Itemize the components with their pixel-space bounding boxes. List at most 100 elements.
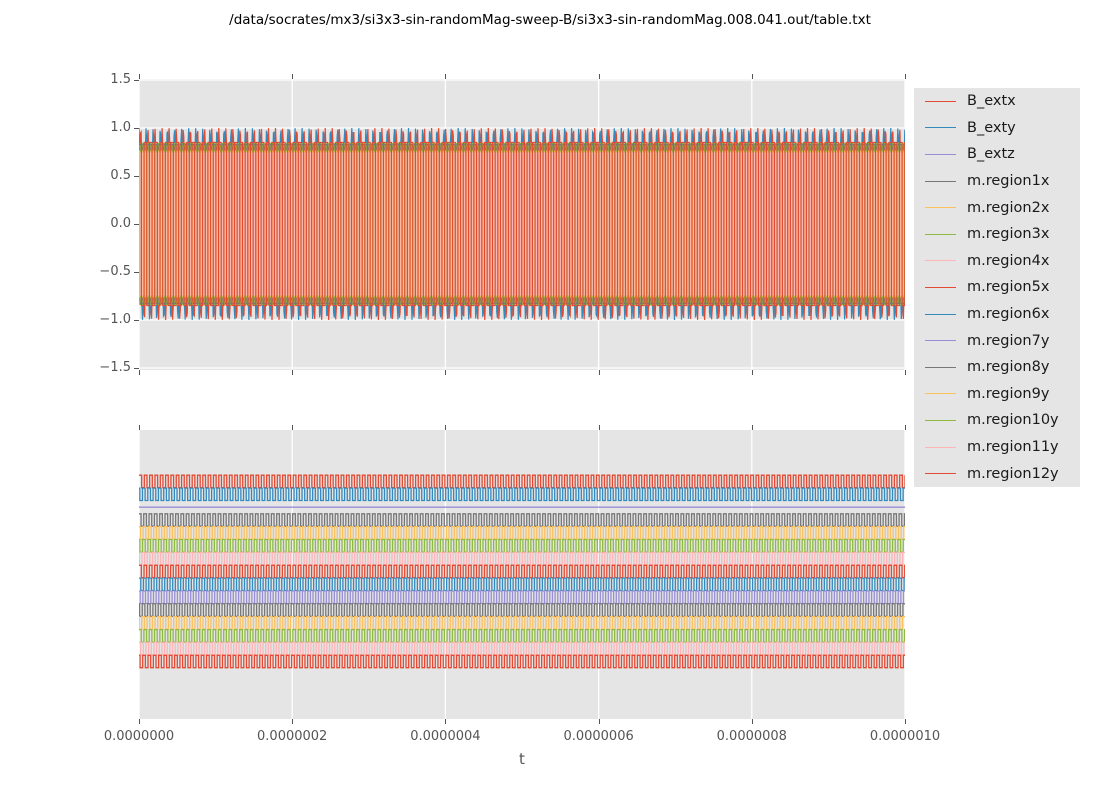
tick-mark: [752, 719, 753, 724]
legend-line-sample: [925, 127, 956, 129]
legend-line-sample: [925, 393, 956, 395]
legend-item-label: m.region11y: [967, 439, 1059, 456]
legend-item: m.region6x: [914, 301, 1080, 328]
tick-mark: [139, 74, 140, 79]
series-m.region7y: [139, 590, 905, 605]
legend-line-sample: [925, 419, 956, 421]
legend-line-sample: [925, 366, 956, 368]
legend-item-label: m.region2x: [967, 199, 1050, 216]
legend-item: m.region1x: [914, 168, 1080, 195]
bottom-axes-canvas: [139, 430, 905, 719]
legend-item-label: m.region3x: [967, 226, 1050, 243]
tick-mark: [139, 425, 140, 430]
series-m.region9y: [139, 616, 905, 630]
series-m.region2x: [139, 526, 905, 540]
tick-mark: [292, 74, 293, 79]
legend-line-sample: [925, 207, 956, 209]
top-axes-canvas: [139, 79, 905, 370]
series-m.region1x: [139, 513, 905, 527]
legend-item-label: B_exty: [967, 119, 1016, 136]
tick-mark: [134, 80, 139, 81]
legend: B_extx B_exty B_extz m.region1x m.region2x m.…: [914, 88, 1080, 487]
tick-mark: [445, 370, 446, 375]
legend-item: m.region9y: [914, 381, 1080, 408]
tick-mark: [445, 425, 446, 430]
series-m.region8y: [139, 603, 905, 617]
series-m.region10y: [139, 628, 905, 643]
legend-line-sample: [925, 340, 956, 342]
tick-mark: [134, 368, 139, 369]
x-tick-label: 0.0000004: [410, 729, 481, 744]
x-tick-label: 0.0000006: [563, 729, 634, 744]
legend-item-label: m.region5x: [967, 279, 1050, 296]
legend-item-label: m.region1x: [967, 173, 1050, 190]
tick-mark: [134, 272, 139, 273]
legend-item: m.region8y: [914, 354, 1080, 381]
y-tick-label: 0.5: [110, 168, 131, 183]
y-tick-label: −0.5: [99, 264, 131, 279]
series-B_extx: [139, 474, 905, 489]
legend-item: m.region10y: [914, 407, 1080, 434]
x-axis-label: t: [519, 750, 525, 768]
x-tick-label: 0.0000008: [716, 729, 787, 744]
series-m.region11y: [139, 641, 905, 656]
tick-mark: [292, 719, 293, 724]
tick-mark: [905, 719, 906, 724]
legend-line-sample: [925, 153, 956, 155]
legend-item-label: m.region9y: [967, 385, 1050, 402]
legend-line-sample: [925, 286, 956, 288]
series-m.region12y: [139, 654, 905, 669]
legend-item: m.region2x: [914, 194, 1080, 221]
y-tick-label: 1.0: [110, 120, 131, 135]
tick-mark: [292, 370, 293, 375]
tick-mark: [599, 74, 600, 79]
tick-mark: [599, 370, 600, 375]
legend-item: m.region7y: [914, 327, 1080, 354]
tick-mark: [905, 74, 906, 79]
legend-line-sample: [925, 446, 956, 448]
series-m.region5x: [139, 564, 905, 579]
legend-line-sample: [925, 233, 956, 235]
series-m.region3x: [139, 538, 905, 553]
legend-item-label: m.region6x: [967, 306, 1050, 323]
legend-item: B_extz: [914, 141, 1080, 168]
series-m.region6x: [139, 577, 905, 592]
bottom-axes-plot-area: [139, 430, 905, 719]
legend-line-sample: [925, 260, 956, 262]
top-axes-plot-area: [139, 79, 905, 370]
legend-item: m.region12y: [914, 460, 1080, 487]
y-tick-label: 0.0: [110, 216, 131, 231]
tick-mark: [905, 370, 906, 375]
legend-item: m.region3x: [914, 221, 1080, 248]
tick-mark: [752, 425, 753, 430]
tick-mark: [292, 425, 293, 430]
legend-item-label: m.region8y: [967, 359, 1050, 376]
tick-mark: [752, 74, 753, 79]
y-tick-label: −1.0: [99, 312, 131, 327]
series-B_exty: [139, 487, 905, 502]
legend-line-sample: [925, 180, 956, 182]
series-m.region4x: [139, 551, 905, 566]
legend-item-label: m.region10y: [967, 412, 1059, 429]
legend-item-label: B_extx: [967, 93, 1016, 110]
series-B_exty: [139, 127, 905, 321]
tick-mark: [134, 128, 139, 129]
x-tick-label: 0.0000000: [103, 729, 175, 744]
legend-item: B_extx: [914, 88, 1080, 115]
tick-mark: [752, 370, 753, 375]
legend-item: m.region11y: [914, 434, 1080, 461]
tick-mark: [139, 370, 140, 375]
legend-item: B_exty: [914, 115, 1080, 142]
legend-item-label: m.region12y: [967, 465, 1059, 482]
tick-mark: [599, 719, 600, 724]
tick-mark: [445, 74, 446, 79]
legend-item: m.region5x: [914, 274, 1080, 301]
x-tick-label: 0.0000002: [257, 729, 328, 744]
tick-mark: [445, 719, 446, 724]
tick-mark: [599, 425, 600, 430]
tick-mark: [139, 719, 140, 724]
legend-item-label: m.region7y: [967, 332, 1050, 349]
tick-mark: [134, 224, 139, 225]
plot-title: /data/socrates/mx3/si3x3-sin-randomMag-s…: [229, 12, 871, 28]
